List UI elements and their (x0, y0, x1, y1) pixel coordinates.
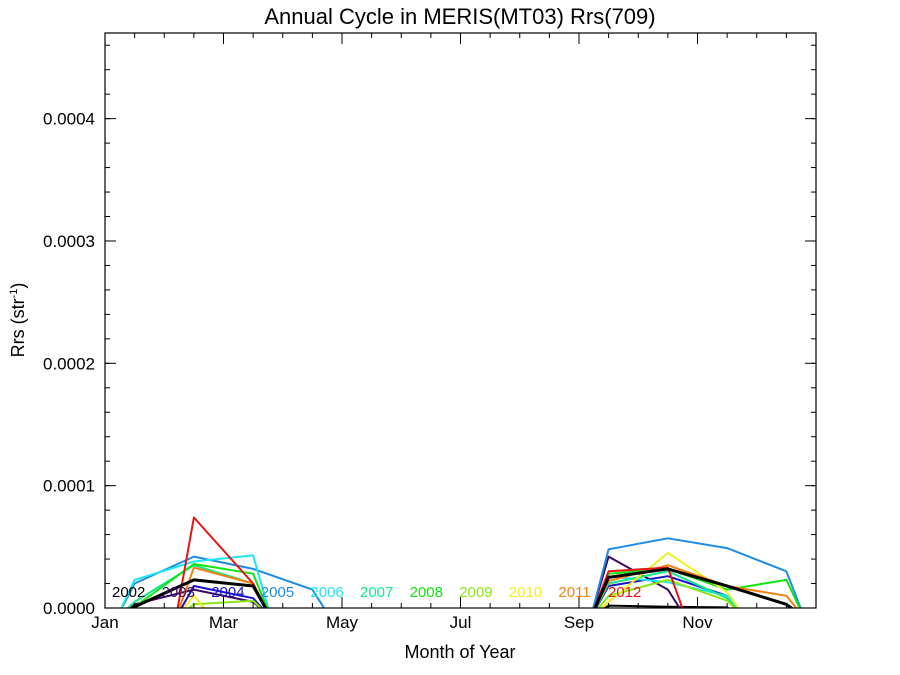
x-tick-label: Nov (682, 613, 713, 632)
axis-ticks (104, 33, 817, 609)
legend-entry-2007: 2007 (360, 584, 393, 601)
x-tick-label: May (326, 613, 359, 632)
y-tick-label: 0.0000 (43, 599, 95, 618)
legend-entry-2002: 2002 (112, 584, 145, 601)
x-tick-label: Sep (564, 613, 594, 632)
y-axis-label-superscript: -1 (8, 289, 20, 299)
plot-lines (120, 516, 802, 608)
chart-title: Annual Cycle in MERIS(MT03) Rrs(709) (264, 4, 655, 29)
series-line-mean (129, 567, 794, 608)
legend: 2002 2003 2004 2005 2006 2007 2008 2009 2010 2011… (112, 584, 641, 601)
legend-entry-2012: 2012 (608, 584, 641, 601)
legend-entry-2010: 2010 (509, 584, 542, 601)
x-axis-label: Month of Year (404, 642, 515, 662)
y-tick-label: 0.0001 (43, 477, 95, 496)
y-axis-label-main: Rrs (str (8, 298, 28, 357)
x-tick-label: Mar (209, 613, 239, 632)
series-line-2010 (182, 551, 740, 608)
plot-frame (104, 32, 817, 609)
axis-tick-labels: Jan Mar May Jul Sep Nov 0.0000 0.0001 0.0002 0.00… (43, 110, 713, 632)
y-tick-label: 0.0003 (43, 232, 95, 251)
y-tick-label: 0.0004 (43, 110, 95, 129)
legend-entry-2005: 2005 (261, 584, 294, 601)
y-axis-label: Rrs (str-1) (8, 283, 28, 358)
x-tick-label: Jul (450, 613, 472, 632)
x-tick-label: Jan (91, 613, 118, 632)
series-line-2005 (120, 537, 802, 608)
legend-entry-2008: 2008 (410, 584, 443, 601)
y-axis-label-close: ) (8, 283, 28, 289)
legend-entry-2004: 2004 (211, 584, 244, 601)
legend-entry-2009: 2009 (459, 584, 492, 601)
legend-entry-2003: 2003 (162, 584, 195, 601)
y-tick-label: 0.0002 (43, 354, 95, 373)
legend-entry-2006: 2006 (310, 584, 343, 601)
legend-entry-2011: 2011 (558, 584, 590, 601)
